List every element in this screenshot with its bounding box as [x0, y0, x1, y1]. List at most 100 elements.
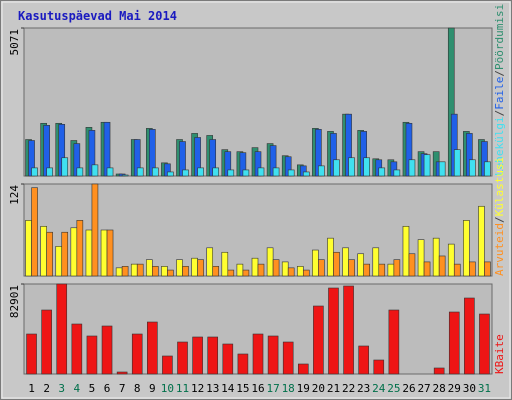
x-tick-label: 13: [206, 382, 219, 395]
bar: [192, 336, 203, 375]
bar: [41, 309, 52, 375]
bar: [46, 231, 53, 277]
x-tick-label: 5: [89, 382, 96, 395]
bar: [91, 183, 99, 277]
bar: [438, 161, 446, 177]
bar: [378, 263, 386, 277]
bar: [207, 336, 219, 375]
bar: [348, 157, 355, 177]
bar: [136, 263, 144, 277]
bar: [266, 247, 274, 277]
bar: [61, 231, 69, 277]
bar: [106, 229, 114, 277]
bar: [101, 325, 113, 375]
bar: [469, 261, 476, 277]
bar: [357, 253, 364, 277]
bar: [372, 247, 380, 277]
bar: [242, 169, 250, 177]
bar: [282, 341, 294, 375]
legend: Lehekülgi/Faile/Pöördumisi: [493, 4, 506, 176]
bar: [478, 205, 485, 277]
bar: [257, 263, 265, 277]
bar: [197, 167, 204, 177]
bar: [272, 167, 280, 177]
bar: [242, 269, 250, 277]
bar: [453, 149, 461, 177]
bar: [378, 167, 386, 177]
bar: [152, 167, 159, 177]
bar: [86, 335, 98, 375]
x-tick-label: 7: [119, 382, 126, 395]
x-tick-label: 19: [297, 382, 310, 395]
bar: [55, 246, 63, 277]
bar: [85, 229, 93, 277]
legend-entry: Külastusi: [493, 157, 506, 217]
bar: [31, 167, 38, 177]
bar: [432, 237, 440, 277]
bar: [136, 167, 144, 177]
bar: [402, 225, 410, 277]
x-tick-label: 12: [191, 382, 204, 395]
bar: [121, 174, 129, 177]
x-tick-label: 14: [221, 382, 235, 395]
bar: [333, 251, 340, 277]
bar: [40, 225, 47, 277]
bar: [333, 159, 340, 177]
bar: [302, 269, 310, 277]
legend-entry: Arvuteid: [493, 223, 506, 276]
x-tick-label: 27: [417, 382, 430, 395]
x-tick-label: 31: [478, 382, 491, 395]
bar: [302, 171, 310, 177]
bar: [281, 261, 289, 277]
x-tick-label: 4: [74, 382, 81, 395]
bar: [177, 341, 188, 375]
x-tick-label: 8: [134, 382, 141, 395]
bar: [328, 287, 339, 375]
bar: [251, 257, 259, 277]
bar: [167, 171, 174, 177]
bar: [484, 161, 491, 177]
bar: [130, 263, 138, 277]
bar: [221, 251, 229, 277]
bar: [227, 169, 235, 177]
bar: [212, 266, 220, 277]
bar: [46, 167, 53, 177]
legend: KBaite: [493, 334, 506, 374]
bar: [147, 321, 158, 375]
bar: [206, 247, 214, 277]
bar: [162, 355, 173, 375]
bar: [469, 159, 476, 177]
bar: [76, 220, 84, 277]
bar: [197, 259, 204, 277]
bar: [464, 297, 475, 375]
bar: [237, 353, 249, 375]
bar: [212, 167, 220, 177]
x-tick-label: 22: [342, 382, 355, 395]
bar: [70, 227, 78, 277]
x-tick-label: 20: [312, 382, 325, 395]
bar: [257, 167, 265, 177]
x-tick-label: 1: [28, 382, 35, 395]
bar: [56, 283, 68, 375]
bar: [363, 157, 370, 177]
bar: [100, 229, 108, 277]
x-tick-label: 21: [327, 382, 340, 395]
x-tick-label: 10: [161, 382, 174, 395]
bar: [191, 257, 198, 277]
bar: [438, 255, 446, 277]
bar: [448, 311, 460, 375]
bar: [423, 261, 431, 277]
bar: [131, 333, 143, 375]
bar: [479, 313, 490, 375]
x-tick-label: 15: [236, 382, 249, 395]
bar: [343, 285, 354, 375]
bar: [484, 261, 491, 277]
bar: [106, 167, 114, 177]
bar: [272, 259, 280, 277]
bar: [327, 237, 334, 277]
legend-separator: /: [493, 216, 506, 223]
x-tick-label: 16: [251, 382, 264, 395]
y-tick-label: 124: [8, 185, 21, 205]
bar: [287, 267, 295, 277]
